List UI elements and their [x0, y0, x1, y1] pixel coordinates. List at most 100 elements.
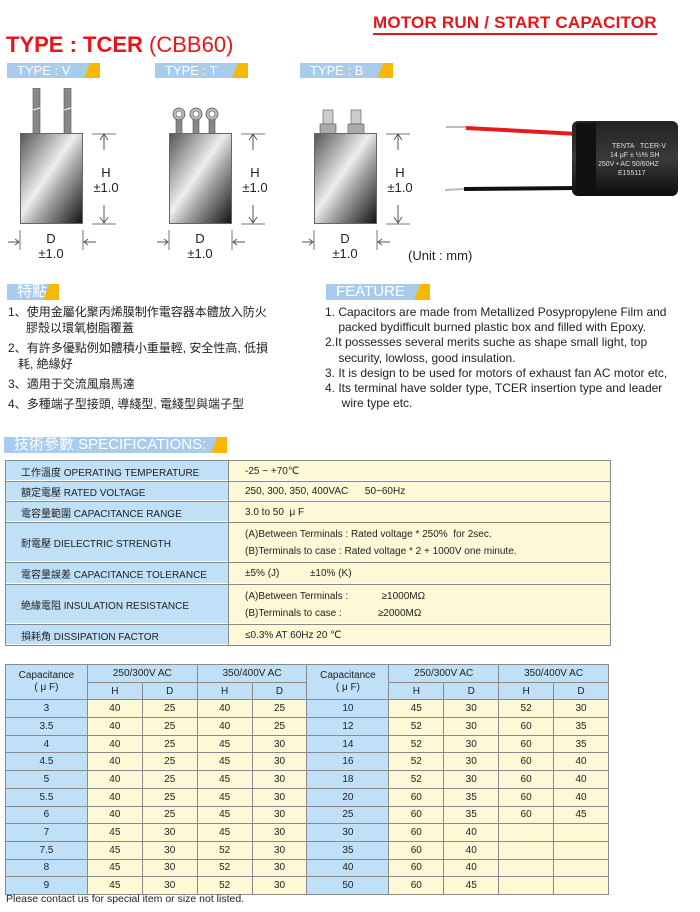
- dimension-subheader: D: [141, 681, 198, 701]
- capacitance-value: 30: [306, 823, 390, 842]
- capacitance-value: 5: [5, 770, 88, 789]
- spec-row: 電容量範圍 CAPACITANCE RANGE 3.0 to 50 μ F: [5, 501, 611, 523]
- feature-en-line: 1. Capacitors are made from Metallized P…: [325, 305, 667, 319]
- dimension-value: 45: [86, 823, 143, 842]
- dimension-value: 60: [498, 752, 555, 772]
- feature-en-line: 4. Its terminal have solder type, TCER i…: [325, 381, 663, 396]
- capacitance-value: 3.5: [5, 717, 88, 736]
- dimension-value: 35: [553, 734, 609, 754]
- dimension-subheader: D: [553, 681, 609, 701]
- dimension-value: 40: [196, 717, 253, 736]
- height-tolerance: ±1.0: [387, 180, 413, 195]
- spec-value: ±5% (J) ±10% (K): [245, 568, 352, 579]
- capacitance-header: Capacitance( μ F): [306, 663, 390, 701]
- dimension-row: 5 40 25 45 30 18 52 30 60 40: [5, 770, 609, 789]
- dimension-value: [553, 858, 609, 878]
- dimension-value: 45: [196, 787, 253, 807]
- spec-value: -25 ~ +70℃: [245, 465, 300, 477]
- dimension-value: 25: [251, 717, 308, 736]
- dimension-value: 60: [388, 840, 445, 860]
- dimension-value: 40: [443, 840, 500, 860]
- dimension-row: 4.5 40 25 45 30 16 52 30 60 40: [5, 752, 609, 772]
- dimension-value: 30: [443, 699, 500, 719]
- dimension-subheader: D: [443, 681, 500, 701]
- type-title: TYPE : TCER (CBB60): [6, 33, 233, 57]
- dimension-value: 60: [388, 858, 445, 878]
- dimension-row: 6 40 25 45 30 25 60 35 60 45: [5, 805, 609, 825]
- type-title-suffix: (CBB60): [149, 32, 234, 57]
- capacitance-value: 18: [306, 770, 390, 789]
- capacitance-value: 8: [5, 858, 88, 878]
- dimension-value: 60: [498, 805, 555, 825]
- spec-row: 絶緣電阻 INSULATION RESISTANCE (A)Between Ter…: [5, 584, 611, 625]
- dimension-value: [553, 823, 609, 842]
- dimension-value: 52: [196, 876, 253, 895]
- height-label: H: [250, 165, 260, 180]
- features-cn-list: 1、使用金屬化聚丙烯膜制作電容器本體放入防火 膠殼以環氧樹脂覆蓋 2、有許多優點例如…: [8, 304, 318, 416]
- voltage-group-header: 250/300V AC: [388, 664, 500, 683]
- specifications-table: 工作溫度 OPERATING TEMPERATURE -25 ~ +70℃ 額定電壓…: [5, 460, 611, 646]
- spec-value: 250, 300, 350, 400VAC 50~60Hz: [245, 486, 406, 497]
- dimension-row: 5.5 40 25 45 30 20 60 35 60 40: [5, 787, 609, 807]
- dimension-subheader: H: [498, 681, 555, 701]
- dimension-value: 45: [443, 876, 500, 895]
- dimension-value: 30: [443, 752, 500, 772]
- spec-row: 額定電壓 RATED VOLTAGE 250, 300, 350, 400VAC …: [5, 481, 611, 502]
- height-dimension-arrows: [92, 133, 116, 225]
- spec-label: 絶緣電阻 INSULATION RESISTANCE: [5, 584, 229, 625]
- dimension-value: 45: [196, 823, 253, 842]
- dimension-value: 45: [196, 734, 253, 754]
- dimension-value: 60: [498, 717, 555, 736]
- dimension-row: 3.5 40 25 40 25 12 52 30 60 35: [5, 717, 609, 736]
- dimension-row: 7 45 30 45 30 30 60 40: [5, 823, 609, 842]
- photo-model: TCER-V: [640, 143, 666, 150]
- spec-value: (B)Terminals to case : Rated voltage * 2…: [245, 545, 517, 557]
- spec-value: (A)Between Terminals : Rated voltage * 2…: [245, 528, 492, 540]
- capacitance-value: 50: [306, 876, 390, 895]
- capacitance-value: 20: [306, 787, 390, 807]
- features-en-header: FEATURE: [326, 284, 430, 300]
- capacitance-value: 40: [306, 858, 390, 878]
- diameter-dimension-arrows: [157, 230, 245, 250]
- dimension-value: 30: [141, 858, 198, 878]
- dimension-value: 30: [141, 876, 198, 895]
- unit-label: (Unit : mm): [408, 248, 473, 263]
- dimension-value: 25: [141, 734, 198, 754]
- type-label: TYPE : B: [300, 63, 393, 78]
- capacitance-value: 7: [5, 823, 88, 842]
- feature-en-line: security, lowloss, good insulation.: [325, 350, 516, 365]
- dimension-value: 25: [141, 752, 198, 772]
- dimension-value: 30: [251, 734, 308, 754]
- dimension-value: 25: [251, 699, 308, 719]
- dimension-subheader: H: [86, 681, 143, 701]
- capacitance-value: 35: [306, 840, 390, 860]
- dimension-value: 60: [388, 876, 445, 895]
- dimension-value: 40: [86, 734, 143, 754]
- capacitance-header: Capacitance( μ F): [5, 663, 88, 701]
- dimension-value: 52: [498, 699, 555, 719]
- height-tolerance: ±1.0: [93, 180, 119, 195]
- dimension-value: [498, 858, 555, 878]
- spec-label: 電容量範圍 CAPACITANCE RANGE: [5, 501, 229, 523]
- photo-brand: TENTA: [612, 143, 635, 150]
- type-label: TYPE : V: [7, 63, 100, 78]
- height-dimension-arrows: [241, 133, 265, 225]
- capacitance-value: 9: [5, 876, 88, 895]
- dimension-value: 60: [388, 823, 445, 842]
- dimension-value: 25: [141, 699, 198, 719]
- dimension-value: 45: [86, 858, 143, 878]
- dimension-value: 35: [443, 805, 500, 825]
- capacitance-value: 5.5: [5, 787, 88, 807]
- dimension-value: 40: [86, 770, 143, 789]
- diameter-tolerance: ±1.0: [187, 246, 213, 261]
- dimension-value: 60: [498, 787, 555, 807]
- dimension-value: 30: [251, 876, 308, 895]
- dimension-value: 30: [141, 823, 198, 842]
- dimension-value: [498, 823, 555, 842]
- height-dimension-arrows: [386, 133, 410, 225]
- specifications-header: 技術參數 SPECIFICATIONS:: [4, 437, 227, 453]
- type-title-main: TYPE : TCER: [6, 32, 143, 57]
- dimension-row: 4 40 25 45 30 14 52 30 60 35: [5, 734, 609, 754]
- spec-row: 耐電壓 DIELECTRIC STRENGTH (A)Between Termin…: [5, 522, 611, 563]
- spec-row: 損耗角 DISSIPATION FACTOR ≤0.3% AT 60Hz 20 ℃: [5, 624, 611, 646]
